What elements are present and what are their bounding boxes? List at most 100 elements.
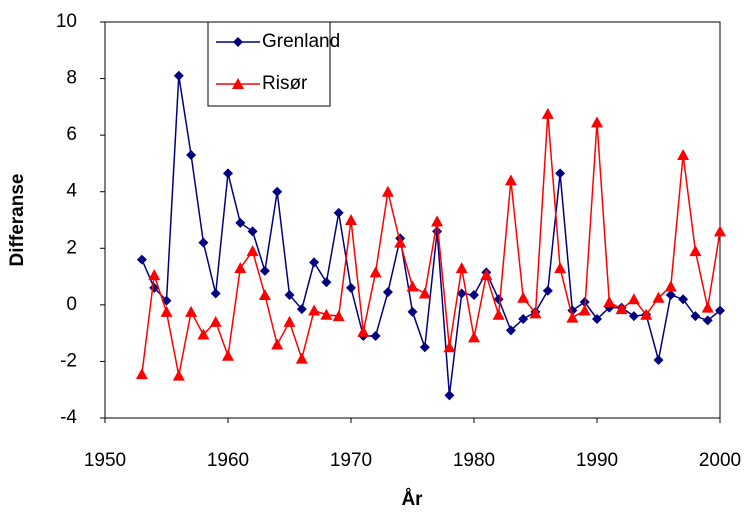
diamond-marker xyxy=(518,314,529,324)
diamond-marker xyxy=(505,325,516,336)
triangle-marker xyxy=(135,368,148,380)
triangle-marker xyxy=(222,349,234,361)
triangle-marker xyxy=(677,148,690,160)
diamond-marker xyxy=(272,186,283,197)
triangle-marker xyxy=(541,107,554,119)
x-tick-label: 1970 xyxy=(330,450,372,471)
diamond-marker xyxy=(665,289,676,300)
y-tick-label: 10 xyxy=(56,11,77,32)
x-tick-label: 1960 xyxy=(207,450,249,471)
diamond-marker xyxy=(333,207,344,218)
plot-area xyxy=(104,21,721,419)
triangle-marker xyxy=(689,245,702,257)
triangle-marker xyxy=(394,236,407,248)
y-tick-label: 4 xyxy=(66,181,77,202)
triangle-marker xyxy=(455,262,468,274)
diamond-marker xyxy=(346,282,356,293)
diamond-marker xyxy=(198,237,209,248)
triangle-marker xyxy=(418,287,431,299)
y-tick-label: -2 xyxy=(60,350,77,371)
triangle-marker xyxy=(652,291,665,303)
triangle-marker xyxy=(443,341,456,353)
diamond-marker xyxy=(247,226,258,237)
triangle-marker xyxy=(517,291,530,303)
triangle-marker xyxy=(357,325,370,337)
diamond-marker xyxy=(186,149,197,160)
triangle-marker xyxy=(664,280,677,292)
triangle-marker xyxy=(197,328,210,340)
x-tick-label: 2000 xyxy=(699,450,741,471)
diamond-marker xyxy=(653,355,664,366)
triangle-marker xyxy=(714,225,726,237)
diamond-marker xyxy=(493,294,504,305)
triangle-marker xyxy=(603,296,616,308)
triangle-marker xyxy=(160,305,173,317)
diamond-marker xyxy=(592,314,602,324)
x-tick-label: 1980 xyxy=(453,450,495,471)
triangle-marker xyxy=(172,369,185,381)
y-tick-label: 2 xyxy=(66,237,77,258)
triangle-marker xyxy=(185,305,198,317)
triangle-marker xyxy=(529,307,542,319)
triangle-marker xyxy=(258,288,271,300)
diamond-marker xyxy=(321,277,332,288)
y-axis-label: Differanse xyxy=(7,174,28,267)
triangle-marker xyxy=(345,214,357,225)
triangle-marker xyxy=(209,315,222,327)
triangle-marker xyxy=(431,215,444,227)
y-tick-label: -4 xyxy=(60,407,77,428)
diamond-marker xyxy=(382,287,393,298)
diamond-marker xyxy=(444,390,455,401)
triangle-marker xyxy=(320,308,333,320)
diamond-marker xyxy=(542,285,553,296)
diamond-marker xyxy=(259,265,270,276)
y-tick-label: 6 xyxy=(66,124,77,145)
y-tick-label: 0 xyxy=(66,294,77,315)
triangle-marker xyxy=(246,245,259,257)
diamond-marker xyxy=(223,168,233,179)
diamond-marker xyxy=(628,311,639,322)
triangle-marker xyxy=(271,338,284,350)
triangle-marker xyxy=(627,293,640,305)
triangle-marker xyxy=(566,311,579,323)
triangle-marker xyxy=(591,116,603,128)
diamond-marker xyxy=(678,294,689,305)
diamond-marker xyxy=(469,289,479,300)
series-line xyxy=(141,113,721,376)
diamond-marker xyxy=(296,304,307,315)
diamond-marker xyxy=(407,306,418,317)
diamond-marker xyxy=(419,342,430,353)
triangle-marker xyxy=(381,185,394,197)
triangle-marker xyxy=(369,266,382,278)
legend-label: Risør xyxy=(262,73,308,94)
triangle-marker xyxy=(332,310,345,322)
diamond-marker xyxy=(309,257,320,268)
legend-box xyxy=(207,21,331,107)
triangle-marker xyxy=(283,315,296,327)
triangle-marker xyxy=(492,308,505,320)
diamond-marker xyxy=(456,288,467,299)
x-tick-label: 1990 xyxy=(576,450,618,471)
triangle-marker xyxy=(308,304,321,316)
x-axis-label: År xyxy=(401,489,423,510)
triangle-marker xyxy=(295,352,308,364)
diamond-marker xyxy=(235,217,246,228)
diamond-marker xyxy=(136,254,147,265)
triangle-marker xyxy=(578,304,591,316)
triangle-marker xyxy=(504,174,517,186)
triangle-marker xyxy=(554,262,567,274)
diamond-marker xyxy=(690,311,701,322)
triangle-marker xyxy=(615,303,628,315)
diamond-marker xyxy=(370,330,381,341)
triangle-marker xyxy=(640,308,653,320)
diamond-marker xyxy=(173,70,184,81)
diamond-marker xyxy=(555,168,566,179)
triangle-marker xyxy=(232,78,244,89)
triangle-marker xyxy=(468,331,480,343)
y-tick-label: 8 xyxy=(66,68,77,89)
triangle-marker xyxy=(406,280,419,292)
diamond-marker xyxy=(233,37,243,47)
triangle-marker xyxy=(148,269,161,281)
diamond-marker xyxy=(210,288,221,299)
